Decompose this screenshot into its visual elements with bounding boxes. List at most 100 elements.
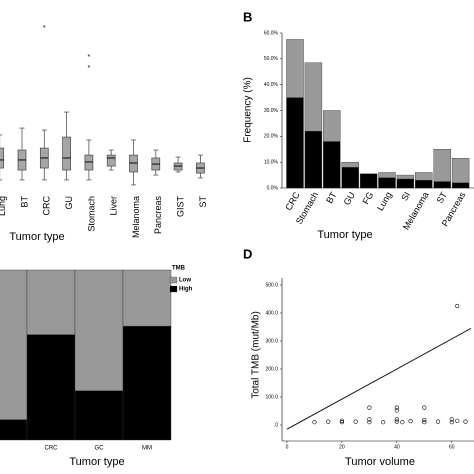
x-tick-label: ST xyxy=(435,190,450,205)
point xyxy=(422,417,427,423)
x-tick-label: CRC xyxy=(42,196,52,216)
bar-segment xyxy=(359,173,378,189)
bar-segment xyxy=(451,158,470,184)
box xyxy=(0,147,5,169)
bar-segment xyxy=(451,182,470,189)
bar-segment xyxy=(286,97,304,189)
bar-segment xyxy=(378,172,396,178)
x-tick-label: 20 xyxy=(339,444,345,450)
bar-segment xyxy=(396,178,415,189)
x-tick-label: MM xyxy=(142,446,152,452)
bar-segment xyxy=(26,269,76,335)
point xyxy=(394,408,399,413)
point xyxy=(400,420,405,425)
point xyxy=(381,420,386,425)
y-tick-label: 300.0 xyxy=(265,338,278,344)
y-tick-label: 30.0% xyxy=(264,108,279,114)
bar-segment xyxy=(0,419,28,441)
y-axis-title: Frequency (%) xyxy=(243,77,254,143)
x-tick-label: 40 xyxy=(394,444,400,450)
bar-segment xyxy=(433,181,451,189)
point xyxy=(367,420,372,425)
x-axis-title: Tumor type xyxy=(9,231,64,243)
y-tick-label: 60.0% xyxy=(264,30,279,36)
x-tick-label: GC xyxy=(95,446,105,452)
x-tick-label: CRC xyxy=(45,446,59,452)
panel-label: D xyxy=(243,246,252,261)
y-tick-label: 20.0% xyxy=(264,134,279,140)
y-tick-label: 0.0% xyxy=(267,185,279,191)
x-tick-label: GU xyxy=(342,190,357,207)
point xyxy=(463,419,468,424)
x-tick-label: GU xyxy=(64,196,74,210)
y-tick-label: 40.0% xyxy=(264,82,279,88)
bar-segment xyxy=(0,269,28,420)
x-tick-label: Pancreas xyxy=(153,196,163,235)
x-axis-title: Tumor volume xyxy=(345,456,415,468)
bar-segment xyxy=(378,177,396,189)
point xyxy=(353,419,358,424)
x-tick-label: Melanoma xyxy=(131,196,141,238)
x-tick-label: Stomach xyxy=(86,196,96,232)
outlier: * xyxy=(88,54,91,61)
y-axis-title: Total TMB (mut/Mb) xyxy=(251,311,262,399)
bar-segment xyxy=(26,334,76,441)
box xyxy=(84,154,94,171)
x-tick-label: CRC xyxy=(283,190,302,212)
panel-label: B xyxy=(243,9,252,24)
point xyxy=(408,418,413,424)
outlier: * xyxy=(88,65,91,72)
bar-segment xyxy=(341,161,359,168)
legend-label: Low xyxy=(179,278,191,284)
bar-segment xyxy=(415,180,433,189)
point xyxy=(394,405,399,410)
bar-segment xyxy=(304,130,323,189)
legend-label: High xyxy=(179,287,193,293)
bar-segment xyxy=(122,269,172,327)
bar-segment xyxy=(415,172,433,181)
x-tick-label: FG xyxy=(360,190,375,206)
bar-segment xyxy=(396,174,415,180)
x-tick-label: Liver xyxy=(109,196,119,216)
point xyxy=(422,405,427,410)
point xyxy=(394,419,399,424)
point xyxy=(367,405,372,410)
point xyxy=(339,418,345,423)
y-tick-label: 100.0 xyxy=(265,394,278,400)
bar-segment xyxy=(433,149,451,182)
bar-segment xyxy=(323,141,341,189)
outlier: * xyxy=(43,25,46,32)
point xyxy=(455,303,460,309)
fit-line xyxy=(286,328,472,430)
bar-segment xyxy=(122,325,172,441)
point xyxy=(339,420,345,425)
x-tick-label: Lung xyxy=(375,190,394,212)
point xyxy=(449,420,454,425)
y-tick-label: .0 xyxy=(274,422,278,428)
point xyxy=(455,418,460,423)
point xyxy=(326,419,331,424)
bar-segment xyxy=(74,269,124,391)
x-axis-title: Tumor type xyxy=(317,229,372,241)
y-tick-label: 500.0 xyxy=(265,282,278,288)
box xyxy=(62,136,71,171)
x-tick-label: ST xyxy=(198,196,208,208)
bar-segment xyxy=(341,167,359,189)
x-tick-label: 60 xyxy=(449,444,455,450)
x-tick-label: BT xyxy=(324,190,339,205)
x-tick-label: BT xyxy=(19,196,29,208)
bar-segment xyxy=(323,110,341,142)
legend-title: TMB xyxy=(172,266,186,272)
y-tick-label: 10.0% xyxy=(264,159,279,165)
bar-segment xyxy=(286,39,304,98)
bar-segment xyxy=(304,62,323,132)
y-tick-label: 400.0 xyxy=(265,310,278,316)
y-tick-label: 200.0 xyxy=(265,366,278,372)
point xyxy=(422,420,427,425)
legend-swatch xyxy=(169,285,178,293)
x-tick-label: SI xyxy=(399,190,412,202)
y-tick-label: 50.0% xyxy=(264,56,279,62)
point xyxy=(312,420,317,425)
bar-segment xyxy=(74,390,124,441)
